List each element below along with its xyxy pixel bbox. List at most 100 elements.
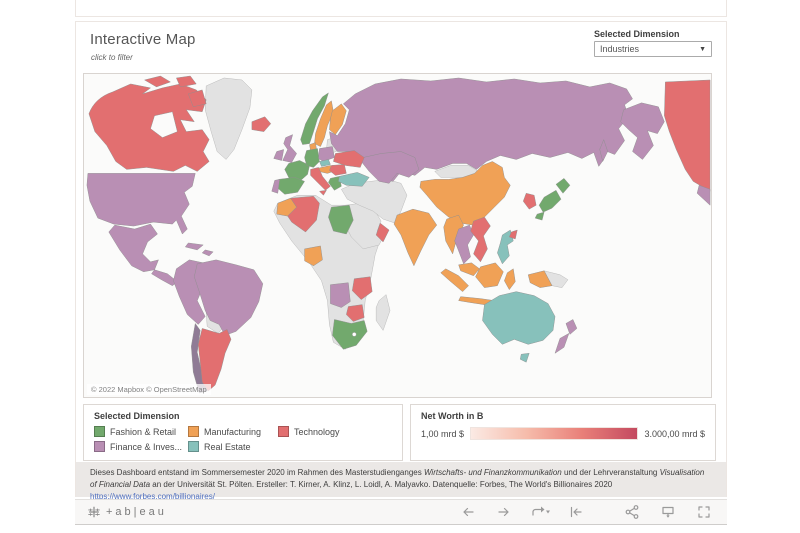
map-region-greenland[interactable]	[204, 77, 253, 160]
download-button[interactable]	[657, 503, 679, 521]
map-region-korea[interactable]	[522, 192, 537, 210]
map-region-sakhalin[interactable]	[599, 138, 608, 163]
category-legend-items: Fashion & Retail Manufacturing Technolog…	[94, 426, 392, 452]
map-region-west-canada[interactable]	[664, 79, 711, 192]
map-region-nigeria[interactable]	[304, 245, 323, 267]
map-region-arctic-1[interactable]	[143, 75, 171, 88]
legend-label: Real Estate	[204, 441, 251, 452]
map-region-brazil[interactable]	[194, 259, 264, 336]
tableau-logo[interactable]: +ab|eau	[87, 505, 167, 519]
map-region-ireland[interactable]	[273, 149, 284, 161]
map-region-madagascar[interactable]	[375, 294, 391, 331]
map-region-greece[interactable]	[328, 176, 342, 191]
tableau-toolbar: +ab|eau	[75, 499, 727, 525]
map-region-kyushu[interactable]	[534, 211, 545, 221]
map-region-zimbabwe[interactable]	[346, 304, 365, 322]
networth-gradient-bar	[470, 427, 639, 440]
redo-button[interactable]	[493, 503, 515, 521]
map-region-norway[interactable]	[300, 92, 329, 145]
networth-max-label: 3.000,00 mrd $	[644, 428, 705, 439]
tableau-mark-icon	[88, 506, 100, 518]
map-region-australia[interactable]	[482, 291, 556, 345]
legend-item-finance[interactable]: Finance & Inves...	[94, 441, 188, 452]
map-region-alaska[interactable]	[620, 102, 665, 160]
map-region-canada[interactable]	[88, 83, 210, 172]
map-region-cuba[interactable]	[184, 242, 204, 251]
map-region-ukraine[interactable]	[333, 150, 365, 168]
fullscreen-button[interactable]	[693, 503, 715, 521]
undo-button[interactable]	[457, 503, 479, 521]
map-region-baffin[interactable]	[187, 89, 207, 108]
world-map[interactable]: © 2022 Mapbox © OpenStreetMap	[83, 73, 712, 398]
reset-button[interactable]	[565, 503, 587, 521]
map-region-tasmania[interactable]	[519, 353, 530, 363]
dimension-value: Industries	[600, 44, 640, 54]
map-region-usa[interactable]	[86, 173, 196, 235]
map-region-iceland[interactable]	[251, 116, 272, 132]
map-region-myanmar[interactable]	[443, 214, 464, 255]
map-region-nz-north[interactable]	[565, 319, 578, 335]
map-region-tanzania[interactable]	[352, 276, 373, 300]
map-region-poland[interactable]	[318, 146, 335, 162]
map-region-honshu[interactable]	[538, 189, 562, 213]
legend-item-manufacturing[interactable]: Manufacturing	[188, 426, 278, 437]
map-region-arctic-2[interactable]	[176, 75, 197, 88]
map-region-portugal[interactable]	[271, 179, 280, 194]
map-region-egypt[interactable]	[328, 204, 354, 235]
networth-legend-title: Net Worth in B	[421, 411, 484, 421]
map-region-india[interactable]	[393, 208, 438, 267]
map-region-argentina[interactable]	[198, 328, 232, 392]
footer-course-1: Wirtschafts- und Finanzkommunikation	[423, 468, 562, 477]
map-canvas[interactable]	[84, 74, 711, 397]
map-region-bc-coast[interactable]	[696, 185, 711, 206]
legend-item-technology[interactable]: Technology	[278, 426, 392, 437]
forbes-link[interactable]: https://www.forbes.com/billionaires/	[90, 492, 215, 501]
map-region-italy[interactable]	[310, 167, 331, 191]
map-region-france[interactable]	[284, 160, 310, 183]
map-region-finland[interactable]	[329, 103, 347, 135]
map-region-czechia[interactable]	[319, 159, 331, 167]
map-region-central-asia[interactable]	[360, 151, 420, 184]
map-region-malaysia[interactable]	[458, 262, 480, 277]
map-region-turkey[interactable]	[338, 172, 370, 187]
map-region-germany[interactable]	[304, 148, 320, 168]
map-region-west-new-guinea[interactable]	[527, 270, 553, 288]
undo-icon	[463, 507, 474, 517]
map-region-china[interactable]	[419, 161, 511, 226]
map-region-angola[interactable]	[330, 282, 351, 308]
map-region-thailand[interactable]	[454, 224, 474, 265]
footer-course-2: Visualisation of Financial Data	[90, 468, 705, 489]
legend-item-fashion-retail[interactable]: Fashion & Retail	[94, 426, 188, 437]
map-region-taiwan[interactable]	[509, 229, 518, 240]
networth-min-label: 1,00 mrd $	[421, 428, 465, 439]
map-region-sulawesi[interactable]	[504, 268, 516, 291]
map-region-oman[interactable]	[375, 222, 390, 243]
reset-icon	[570, 506, 582, 518]
dimension-dropdown[interactable]: Industries ▼	[594, 41, 712, 57]
redo-icon	[498, 507, 509, 517]
map-region-hispaniola[interactable]	[201, 249, 214, 257]
swatch-fashion-retail	[94, 426, 105, 437]
map-region-mexico[interactable]	[108, 223, 159, 273]
map-region-central-america[interactable]	[151, 269, 178, 286]
map-region-sicily[interactable]	[319, 189, 327, 196]
swatch-technology	[278, 426, 289, 437]
map-region-sumatra[interactable]	[440, 268, 469, 292]
map-region-borneo[interactable]	[475, 262, 504, 288]
dimension-label: Selected Dimension	[594, 29, 680, 39]
footer-text: und der Lehrveranstaltung	[561, 468, 660, 477]
map-region-algeria[interactable]	[287, 196, 320, 233]
map-region-lesotho	[352, 332, 357, 337]
map-region-hokkaido[interactable]	[555, 178, 571, 194]
map-region-nz-south[interactable]	[554, 332, 570, 354]
share-button[interactable]	[621, 503, 643, 521]
replay-button[interactable]	[529, 503, 551, 521]
legend-label: Technology	[294, 426, 340, 437]
map-region-pakistan-iran[interactable]	[341, 179, 408, 224]
map-region-vietnam[interactable]	[470, 216, 491, 263]
footer-caption: Dieses Dashboard entstand im Sommersemes…	[76, 462, 726, 501]
networth-gradient-row: 1,00 mrd $ 3.000,00 mrd $	[421, 427, 705, 440]
map-region-south-africa[interactable]	[332, 319, 368, 350]
legend-item-real-estate[interactable]: Real Estate	[188, 441, 278, 452]
